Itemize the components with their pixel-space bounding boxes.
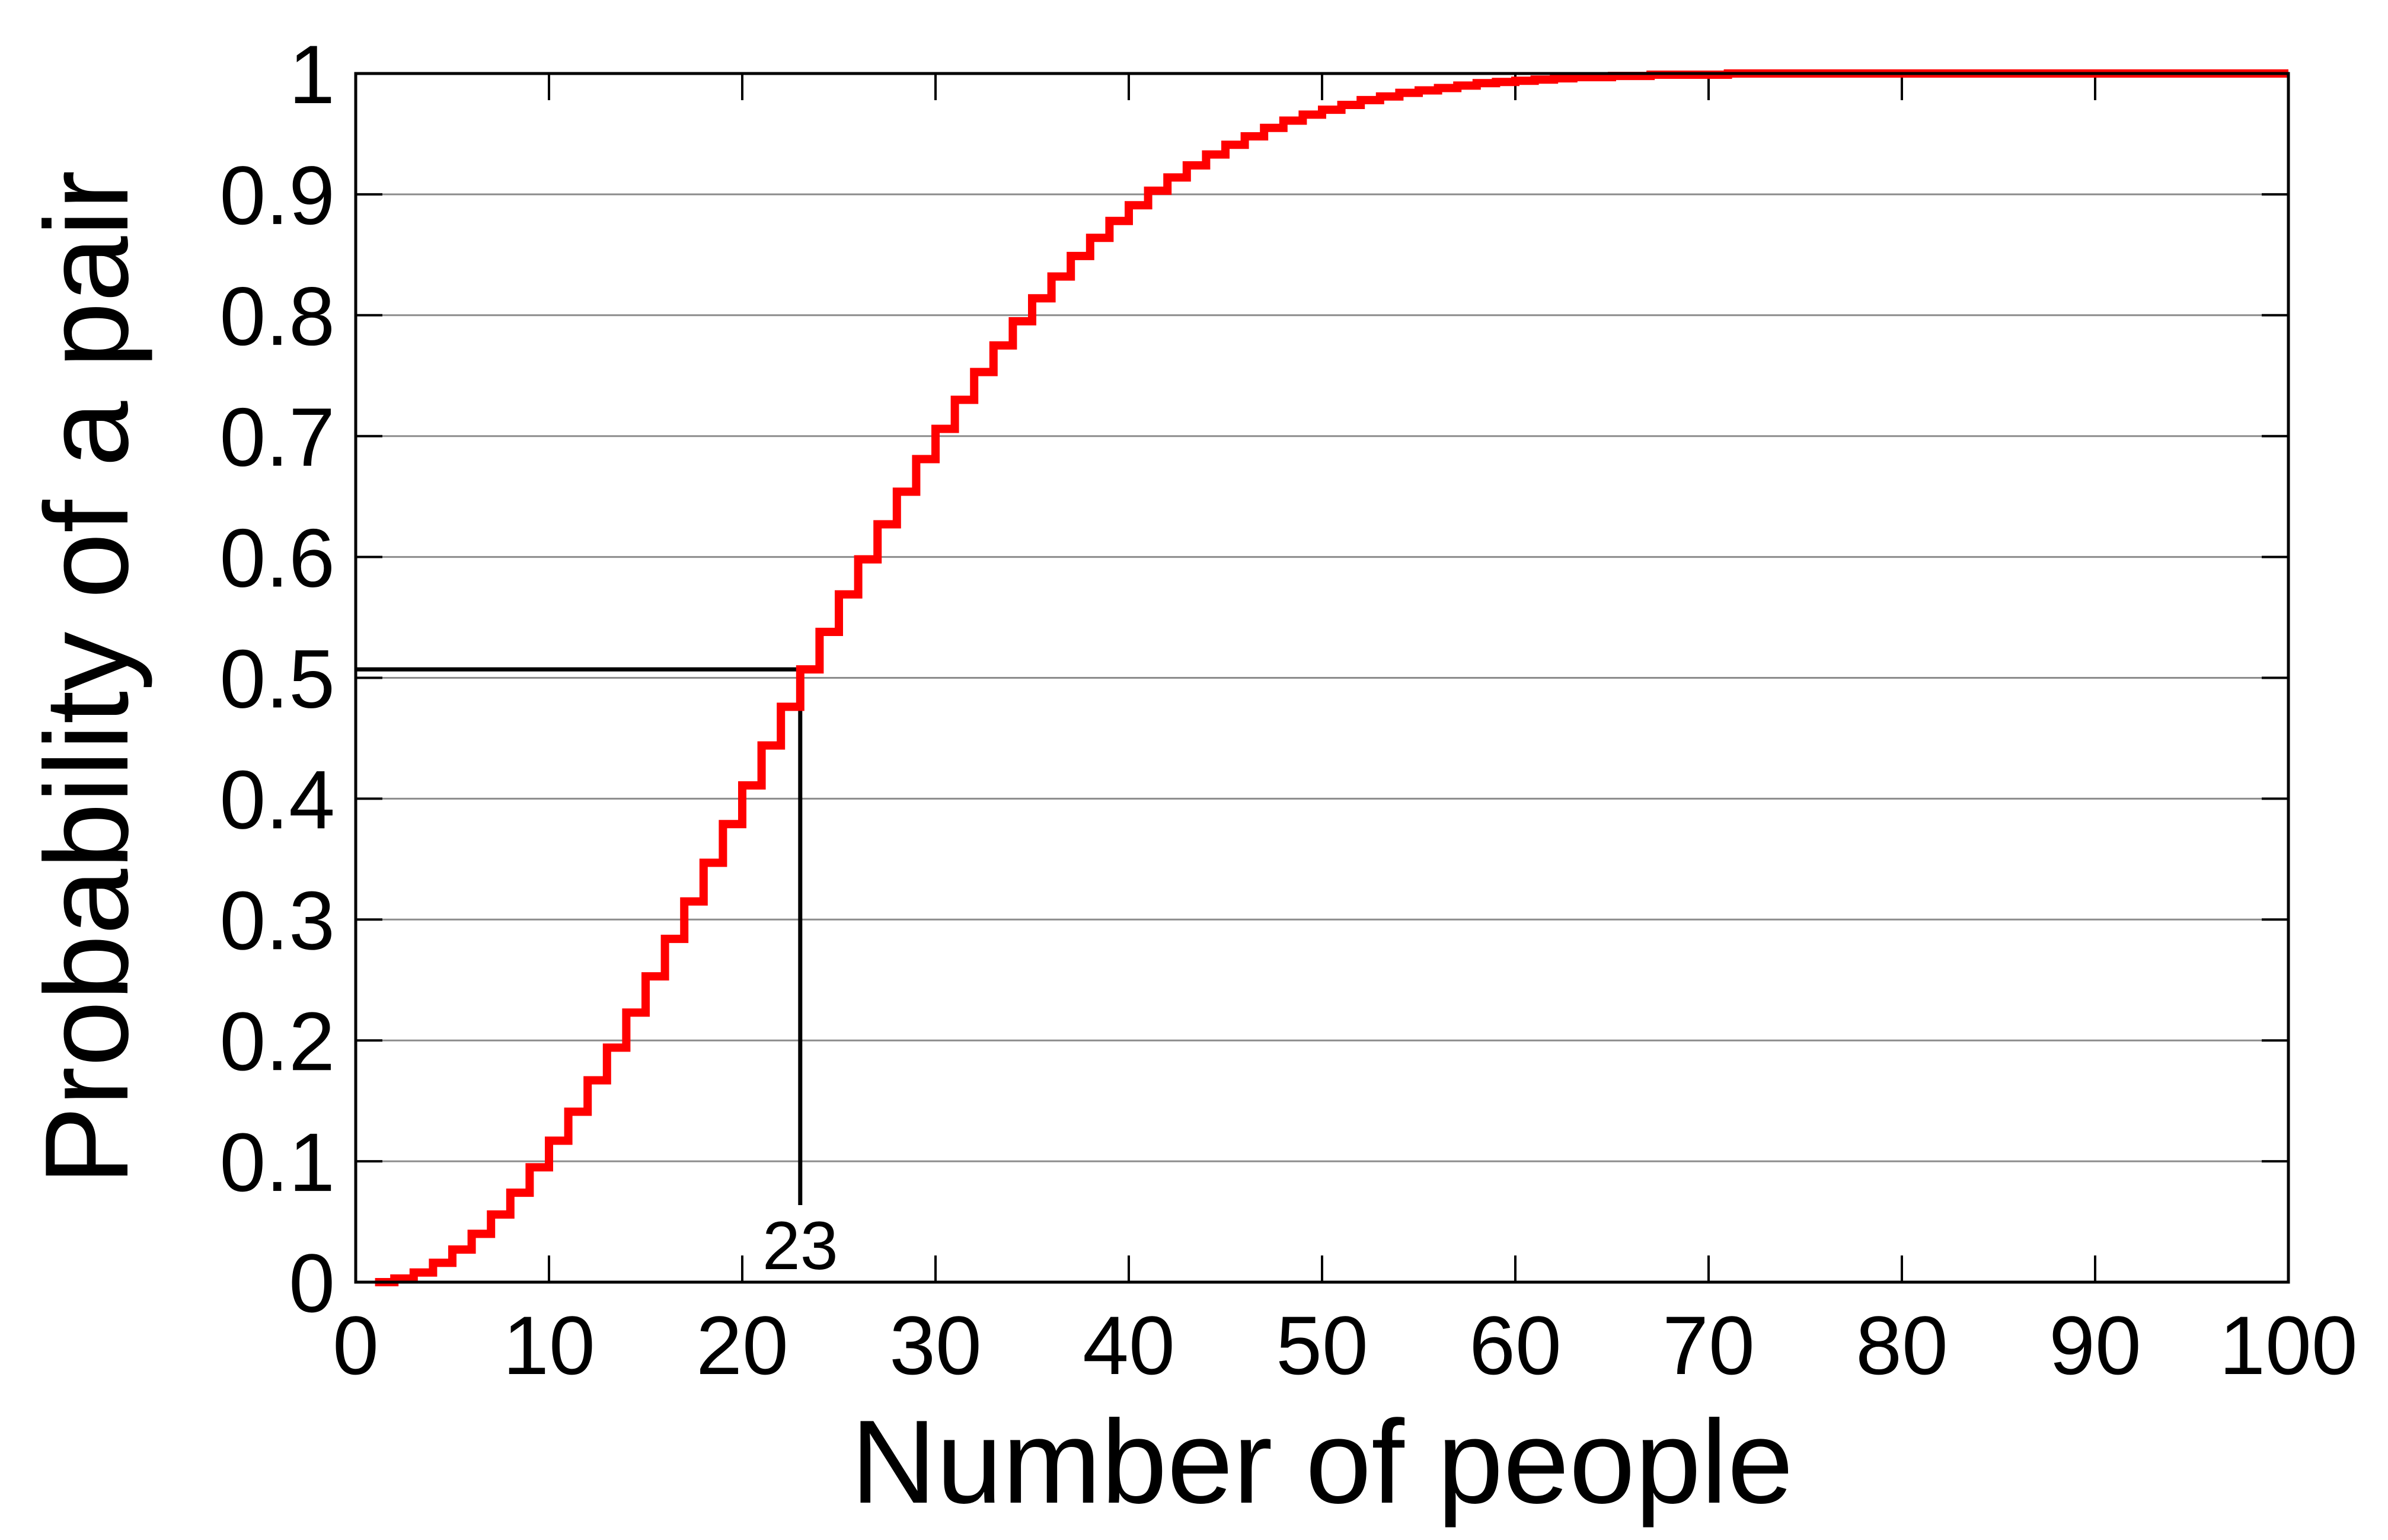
y-tick-label: 0.3: [219, 874, 335, 967]
x-tick-label: 50: [1276, 1299, 1368, 1392]
y-tick-label: 0.4: [219, 753, 335, 846]
x-tick-label: 100: [2219, 1299, 2358, 1392]
plot-frame: [354, 72, 2290, 1284]
y-tick-label: 0.5: [219, 632, 335, 726]
x-tick-label: 90: [2049, 1299, 2141, 1392]
x-tick-labels: 0 10 20 30 40 50 60 70 80 90 100: [333, 1299, 2358, 1392]
x-tick-label: 70: [1662, 1299, 1755, 1392]
y-tick-label: 0.9: [219, 149, 335, 242]
y-tick-label: 0.7: [219, 391, 335, 484]
x-tick-label: 0: [333, 1299, 379, 1392]
y-tick-label: 0: [289, 1237, 335, 1330]
x-tick-label: 30: [889, 1299, 982, 1392]
x-tick-label: 20: [696, 1299, 788, 1392]
y-tick-labels: 0 0.1 0.2 0.3 0.4 0.5 0.6 0.7 0.8 0.9 1: [219, 28, 335, 1330]
x-tick-label: 60: [1469, 1299, 1562, 1392]
x-tick-label: 40: [1083, 1299, 1175, 1392]
x-axis-title: Number of people: [851, 1396, 1793, 1528]
x-tick-label: 10: [503, 1299, 595, 1392]
y-tick-label: 0.2: [219, 995, 335, 1088]
grid-lines: [356, 193, 2288, 1162]
y-tick-label: 1: [289, 28, 335, 121]
x-tick-label: 80: [1856, 1299, 1948, 1392]
y-tick-label: 0.8: [219, 270, 335, 363]
annotation-lines: [356, 667, 803, 1205]
annotation-label: 23: [762, 1208, 838, 1284]
y-axis-title: Probability of a pair: [21, 170, 153, 1185]
y-tick-label: 0.1: [219, 1116, 335, 1209]
y-tick-label: 0.6: [219, 512, 335, 605]
